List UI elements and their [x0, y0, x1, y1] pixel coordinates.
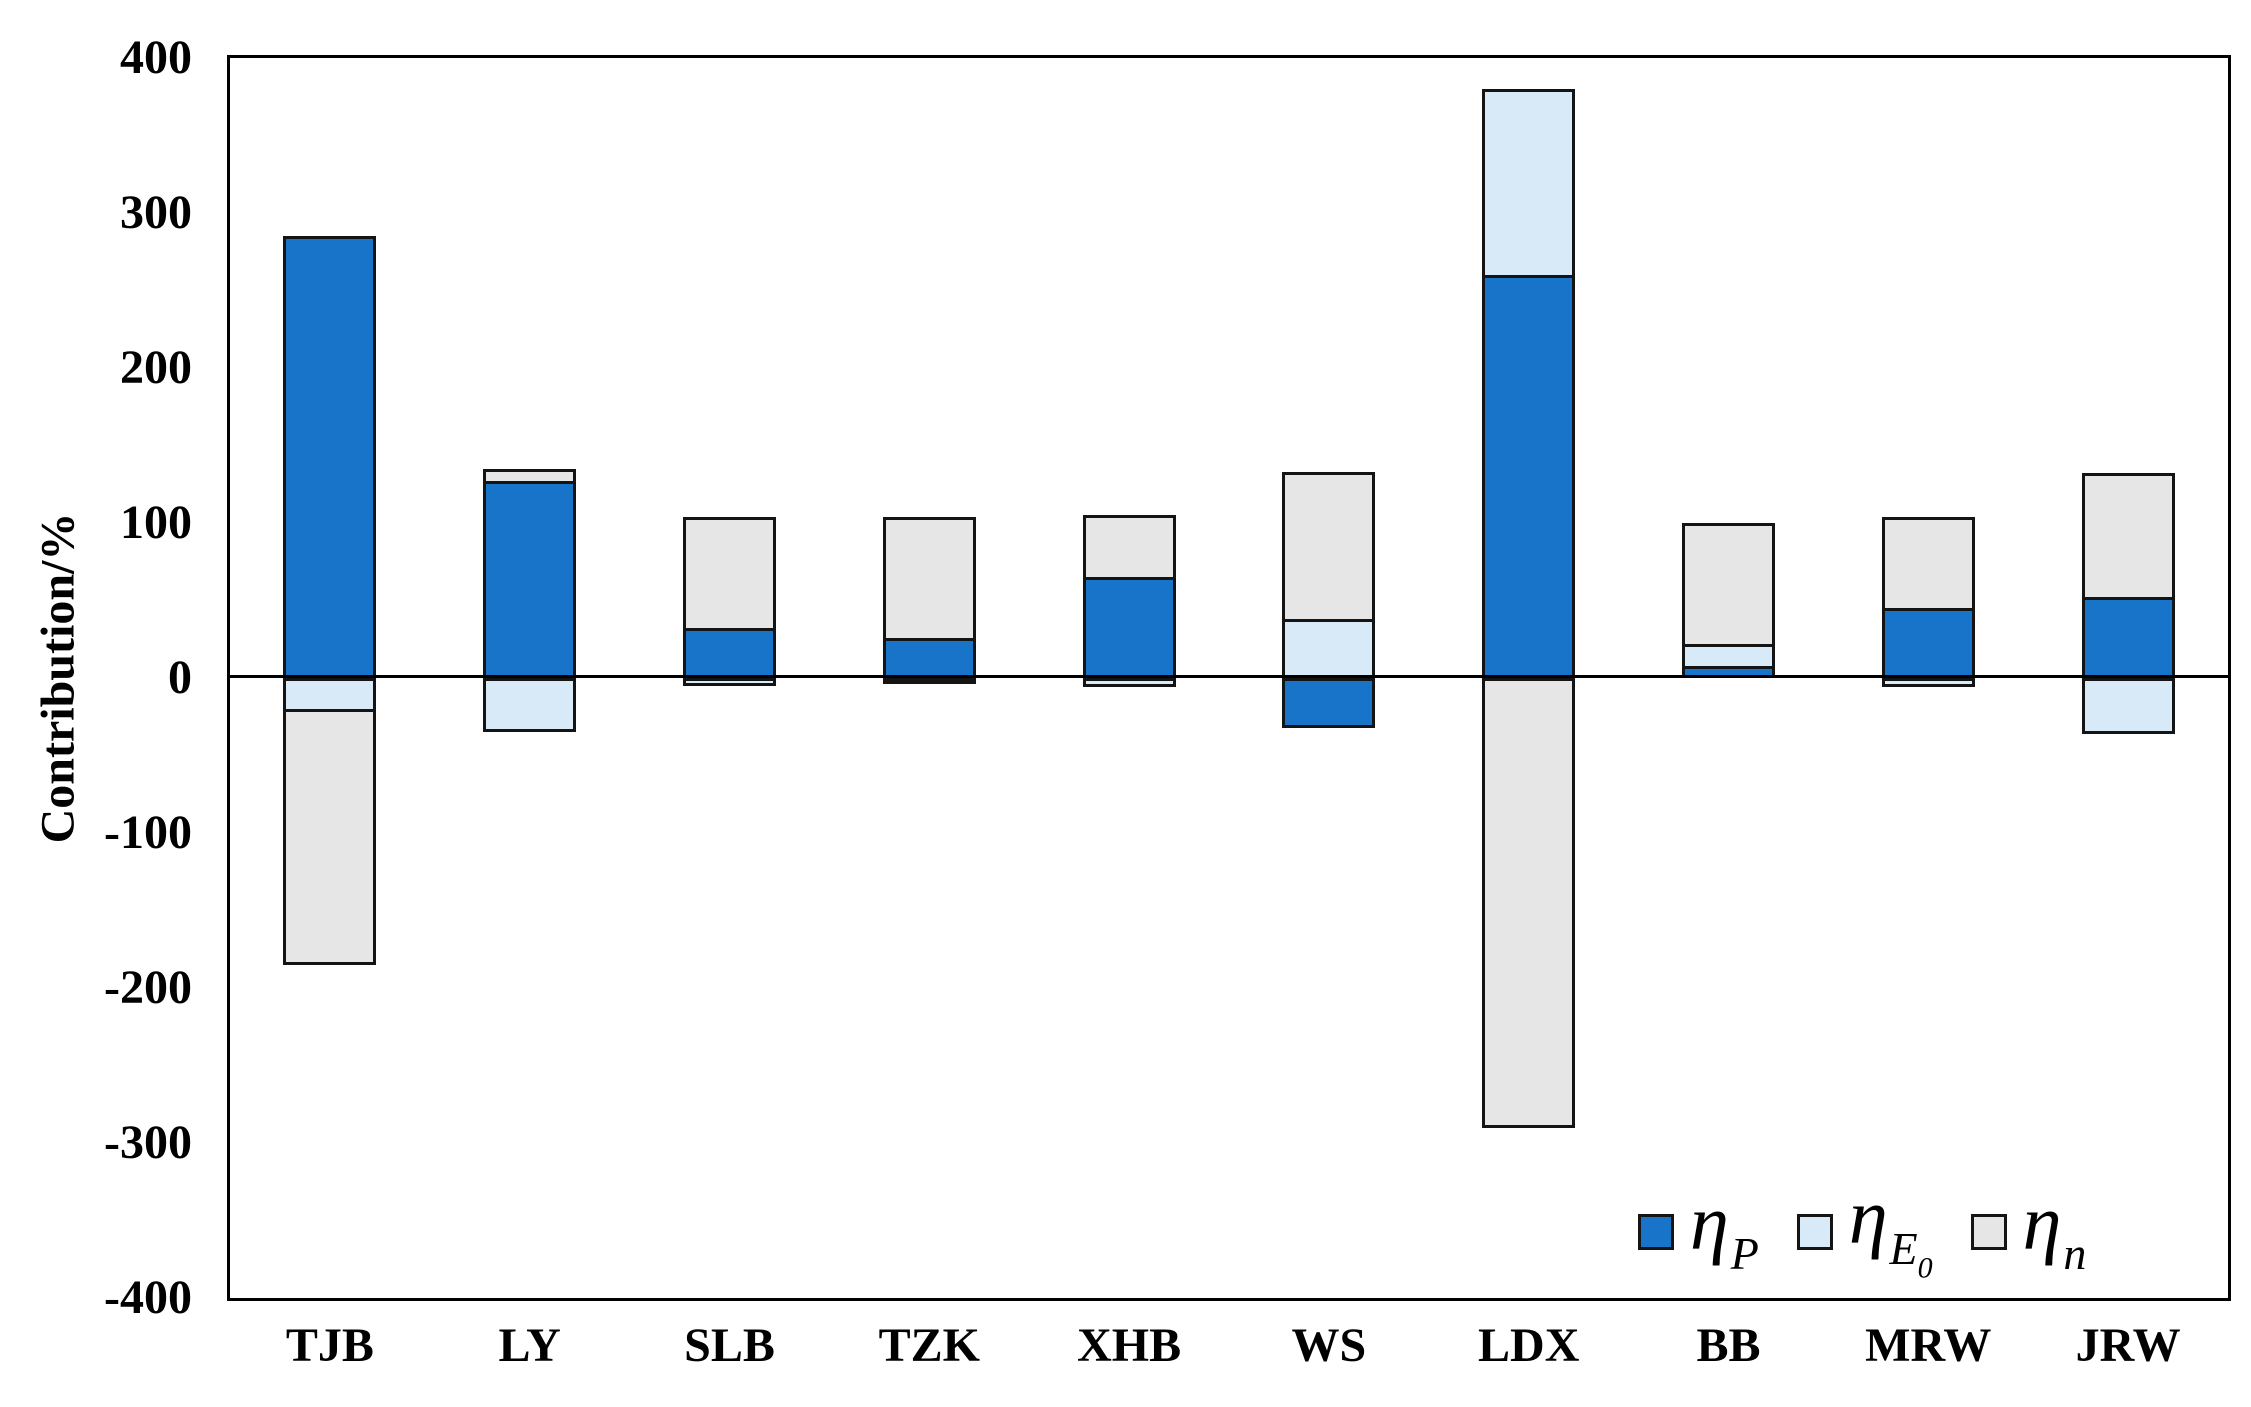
- bar-segment-eta_n: [1282, 471, 1376, 623]
- legend-item-eta_P: ηP: [1638, 1178, 1759, 1281]
- bar-segment-eta_E0: [2081, 678, 2175, 734]
- bar-segment-eta_P: [283, 236, 377, 678]
- bar-segment-eta_P: [2081, 597, 2175, 678]
- legend-item-eta_E0: ηE0: [1796, 1173, 1933, 1286]
- bar-segment-eta_E0: [1881, 678, 1975, 688]
- bar-segment-eta_n: [483, 468, 577, 485]
- bar-segment-eta_P: [1482, 275, 1576, 678]
- legend-label-eta_P: ηP: [1690, 1178, 1759, 1280]
- x-tick-label: BB: [1696, 1319, 1761, 1372]
- y-tick-label: 200: [120, 341, 192, 394]
- y-tick-label: 0: [168, 651, 192, 704]
- y-tick-label: 100: [120, 496, 192, 549]
- x-tick-label: LY: [498, 1319, 561, 1372]
- y-tick-label: -400: [104, 1271, 192, 1324]
- y-tick-label: -300: [104, 1116, 192, 1169]
- x-tick-label: XHB: [1077, 1319, 1182, 1372]
- bar-segment-eta_n: [1482, 678, 1576, 1128]
- bar-segment-eta_P: [1082, 577, 1176, 678]
- bar-segment-eta_E0: [683, 678, 776, 686]
- x-tick-label: WS: [1291, 1319, 1367, 1372]
- x-tick-label: SLB: [684, 1319, 775, 1372]
- bar-segment-eta_n: [2081, 473, 2175, 601]
- bar-segment-eta_P: [483, 481, 577, 678]
- bar-segment-eta_n: [283, 709, 377, 965]
- plot-area: ηP ηE0 ηn: [227, 55, 2231, 1301]
- bar-segment-eta_E0: [1082, 678, 1176, 688]
- bar-segment-eta_E0: [283, 678, 377, 713]
- x-tick-label: TZK: [878, 1319, 980, 1372]
- bar-segment-eta_P: [1881, 608, 1975, 678]
- legend-item-eta_n: ηn: [1970, 1178, 2087, 1281]
- x-tick-label: TJB: [285, 1319, 374, 1372]
- legend-swatch-eta_P: [1638, 1214, 1674, 1250]
- bar-segment-eta_n: [882, 516, 976, 641]
- legend-label-eta_n: ηn: [2022, 1178, 2087, 1280]
- bar-segment-eta_n: [1682, 523, 1775, 647]
- bar-segment-eta_E0: [1282, 619, 1376, 678]
- bar-segment-eta_E0: [1482, 89, 1576, 278]
- legend-swatch-eta_E0: [1796, 1214, 1833, 1250]
- bar-segment-eta_n: [1082, 515, 1176, 581]
- y-tick-label: 400: [120, 31, 192, 84]
- zero-line: [227, 675, 2231, 678]
- legend-label-eta_E0: ηE0: [1848, 1173, 1933, 1285]
- bar-segment-eta_P: [683, 628, 776, 678]
- bar-segment-eta_n: [683, 516, 776, 632]
- y-tick-label: -200: [104, 961, 192, 1014]
- x-tick-label: LDX: [1478, 1319, 1580, 1372]
- legend: ηP ηE0 ηn: [1638, 1176, 2086, 1288]
- legend-swatch-eta_n: [1970, 1214, 2007, 1250]
- x-tick-label: MRW: [1865, 1319, 1992, 1372]
- y-tick-label: -100: [104, 806, 192, 859]
- y-tick-label: 300: [120, 186, 192, 239]
- bar-segment-eta_P: [882, 637, 976, 678]
- bar-segment-eta_P: [1282, 678, 1376, 728]
- bar-segment-eta_E0: [1682, 643, 1775, 669]
- bar-segment-eta_n: [1881, 516, 1975, 612]
- bar-segment-eta_E0: [483, 678, 577, 733]
- x-tick-label: JRW: [2075, 1319, 2181, 1372]
- bar-segment-eta_E0: [882, 678, 976, 685]
